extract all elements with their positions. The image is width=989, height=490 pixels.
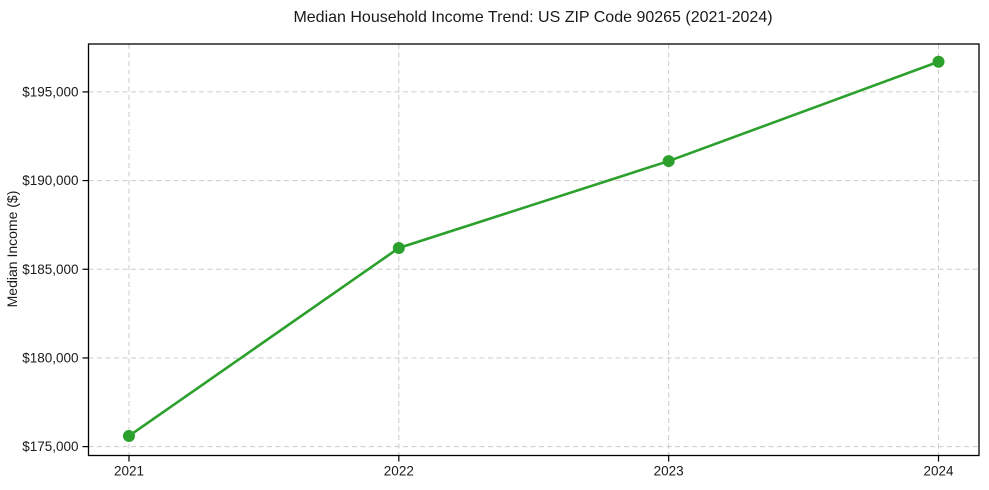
data-point-2021 (122, 429, 135, 442)
x-tick-label-2021: 2021 (114, 464, 144, 479)
data-point-2022 (392, 241, 405, 254)
trend-line (127, 60, 940, 438)
y-tick-label-185000: $185,000 (22, 262, 78, 277)
x-tick-label-2022: 2022 (384, 464, 414, 479)
y-tick-label-195000: $195,000 (22, 84, 78, 99)
axis-layer: 2021 2022 2023 2024 $175,000 $180,000 $185,000… (22, 43, 980, 479)
plot-frame (87, 43, 980, 457)
x-tick-label-2024: 2024 (923, 464, 954, 479)
y-tick-label-180000: $180,000 (22, 350, 78, 365)
chart-title: Median Household Income Trend: US ZIP Co… (293, 9, 772, 26)
y-tick-label-175000: $175,000 (22, 439, 78, 454)
x-tick-label-2023: 2023 (654, 464, 684, 479)
data-point-2023 (662, 155, 675, 168)
grid-layer (88, 44, 979, 456)
y-tick-label-190000: $190,000 (22, 173, 78, 188)
data-point-2024 (932, 55, 945, 68)
trend-line-layer (122, 55, 945, 442)
y-axis-label: Median Income ($) (4, 191, 20, 308)
